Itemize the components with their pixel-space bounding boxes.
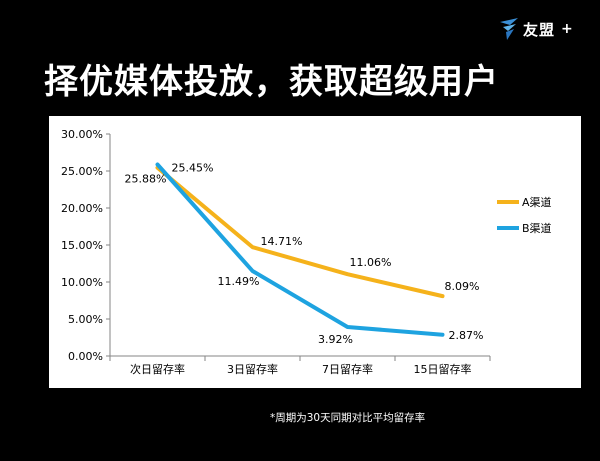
data-label: 2.87%	[449, 329, 484, 342]
y-tick-label: 5.00%	[68, 313, 103, 326]
data-label: 14.71%	[261, 235, 303, 248]
youmeng-bird-icon	[500, 18, 518, 40]
x-tick-label: 3日留存率	[227, 362, 278, 376]
data-label: 3.92%	[318, 333, 353, 346]
series-line-b	[155, 162, 445, 337]
x-tick-label: 7日留存率	[322, 362, 373, 376]
y-tick-label: 20.00%	[61, 202, 103, 215]
y-tick-label: 30.00%	[61, 128, 103, 141]
y-tick-label: 0.00%	[68, 350, 103, 363]
data-label: 11.06%	[350, 256, 392, 269]
legend-label: A渠道	[522, 195, 552, 209]
chart-panel: 0.00% 5.00% 10.00% 15.00% 20.00% 25.00% 30.00%…	[49, 116, 581, 388]
data-label: 25.45%	[172, 162, 214, 175]
y-tick-label: 25.00%	[61, 165, 103, 178]
x-tick-label: 次日留存率	[130, 362, 185, 376]
y-tick-label: 10.00%	[61, 276, 103, 289]
data-label: 25.88%	[125, 172, 167, 185]
data-label: 11.49%	[218, 275, 260, 288]
retention-line-chart: 0.00% 5.00% 10.00% 15.00% 20.00% 25.00% 30.00%…	[61, 128, 552, 376]
page-title: 择优媒体投放，获取超级用户	[44, 62, 499, 102]
x-tick-label: 15日留存率	[414, 362, 472, 376]
y-tick-label: 15.00%	[61, 239, 103, 252]
data-label: 8.09%	[445, 280, 480, 293]
brand-name: 友盟	[523, 20, 556, 39]
legend-label: B渠道	[522, 221, 552, 235]
chart-footnote: *周期为30天同期对比平均留存率	[270, 412, 426, 424]
series-line-a	[155, 165, 445, 299]
brand-plus: +	[561, 21, 573, 37]
brand-logo: 友盟 +	[498, 14, 590, 44]
